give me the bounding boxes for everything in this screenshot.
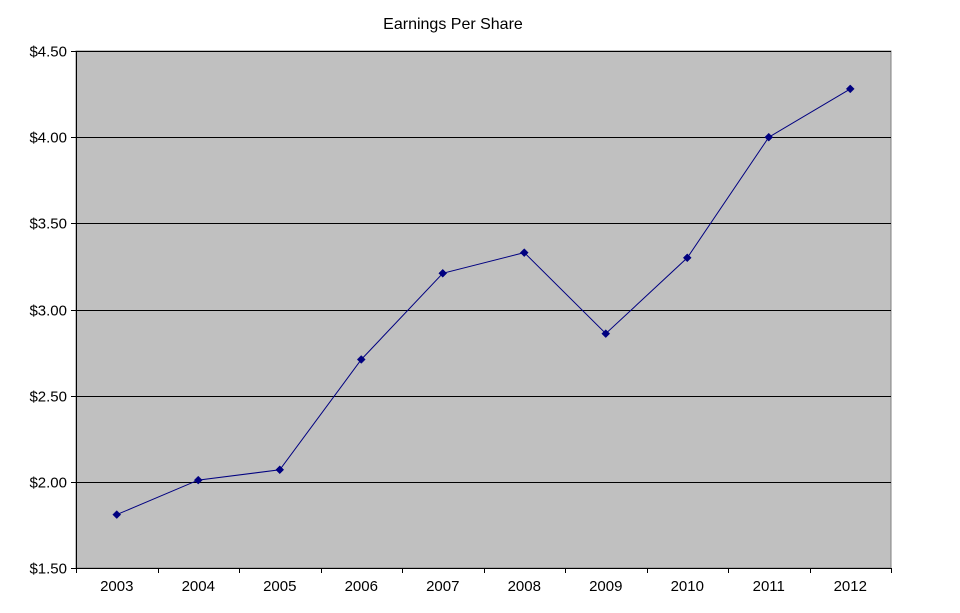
x-tick-label: 2008: [508, 578, 541, 595]
y-tick-label: $3.00: [29, 303, 67, 320]
series-line: [116, 88, 851, 516]
x-tick-label: 2007: [426, 578, 459, 595]
x-axis: 2003 2004 2005 2006 2007 2008 2009 2010 2011 2012: [76, 568, 892, 595]
y-tick-label: $4.00: [29, 130, 67, 147]
x-tick-label: 2006: [345, 578, 378, 595]
y-axis: $1.50 $2.00 $2.50 $3.00 $3.50 $4.00 $4.50: [29, 44, 77, 578]
x-tick-label: 2010: [671, 578, 704, 595]
x-tick-label: 2003: [100, 578, 133, 595]
gridlines: [76, 51, 891, 483]
data-point-marker: [845, 84, 855, 94]
data-point-marker: [112, 510, 122, 519]
data-point-marker: [275, 465, 285, 475]
y-tick-label: $1.50: [29, 561, 67, 578]
x-tick-label: 2012: [834, 578, 867, 595]
y-tick-label: $3.50: [29, 216, 67, 233]
x-tick-label: 2009: [589, 578, 622, 595]
x-tick-label: 2005: [263, 578, 296, 595]
y-tick-label: $2.00: [29, 475, 67, 492]
y-tick-label: $4.50: [29, 44, 67, 61]
series-layer: [112, 84, 855, 519]
x-tick-label: 2011: [753, 578, 785, 595]
data-point-marker: [682, 253, 692, 263]
data-point-marker: [601, 329, 611, 338]
chart-title: Earnings Per Share: [383, 16, 523, 33]
data-point-marker: [193, 475, 203, 485]
data-point-marker: [438, 268, 448, 278]
x-tick-label: 2004: [182, 578, 215, 595]
data-point-marker: [519, 248, 529, 257]
data-point-marker: [764, 132, 774, 142]
y-tick-label: $2.50: [29, 389, 67, 406]
data-point-marker: [356, 355, 366, 364]
plot-area: [75, 50, 892, 569]
